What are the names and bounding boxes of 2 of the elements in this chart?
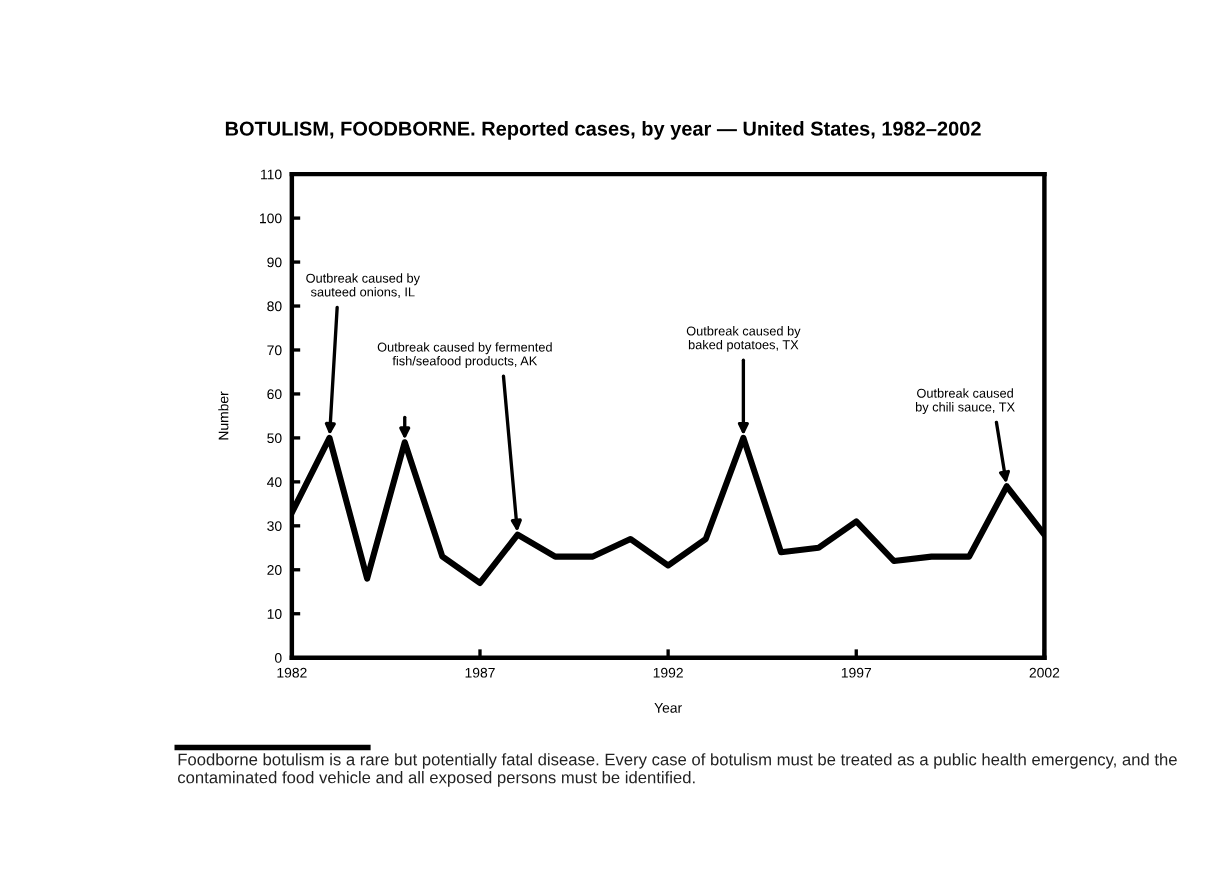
text: Foodborne botulism is a rare but potentially fatal disease. Every case of botulism must be treated as a public health emergency, and the contaminated food vehicle and all exposed persons must be identified. bbox=[177, 753, 1177, 787]
chart-title: BOTULISM, FOODBORNE. Reported cases, by year — United States, 1982–2002 bbox=[225, 121, 981, 140]
